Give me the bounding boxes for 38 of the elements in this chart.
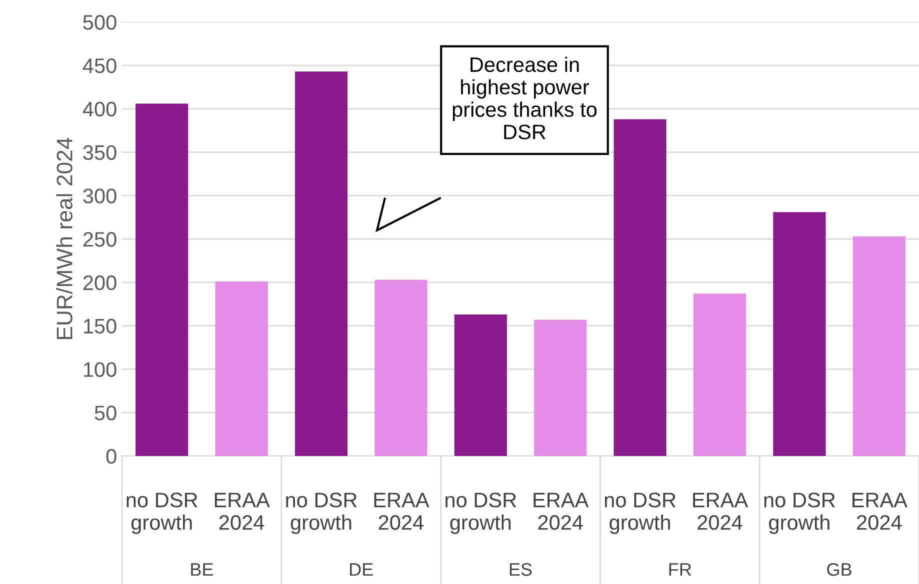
x-tick-label: no DSR growth	[446, 492, 516, 534]
text: BE	[191, 563, 213, 576]
bar	[693, 294, 746, 456]
y-tick-label: 300	[83, 188, 116, 204]
text: DE	[350, 563, 373, 576]
bar	[454, 314, 507, 456]
y-axis-title: EUR/MWh real 2024	[56, 138, 72, 340]
x-tick-label: ERAA 2024	[374, 492, 430, 530]
y-tick-label: 50	[94, 406, 116, 420]
x-tick-label: no DSR growth	[126, 492, 198, 534]
bar	[215, 282, 268, 456]
y-tick-label: 150	[84, 318, 116, 334]
y-tick-label: 450	[82, 58, 116, 74]
x-tick-label: ERAA 2024	[534, 492, 589, 530]
y-tick-label: 200	[83, 275, 116, 290]
y-tick-label: 400	[82, 102, 116, 117]
y-tick-label: 250	[83, 232, 116, 247]
x-tick-label: ERAA 2024	[852, 492, 908, 530]
bar	[534, 320, 587, 456]
bar	[614, 119, 666, 456]
y-tick-label: 100	[84, 362, 116, 377]
x-tick-label: no DSR growth	[604, 492, 676, 534]
annotation: Decrease in highest power prices thanks to DSR	[452, 56, 597, 140]
text: ES	[510, 563, 532, 576]
bar	[294, 71, 348, 456]
y-tick-label: 500	[83, 15, 116, 30]
text: FR	[669, 563, 692, 576]
x-tick-label: ERAA 2024	[693, 492, 748, 530]
x-tick-label: ERAA 2024	[214, 492, 270, 530]
y-tick-label: 350	[83, 145, 116, 160]
x-tick-label: no DSR growth	[286, 492, 357, 534]
x-tick-label: no DSR growth	[764, 492, 835, 534]
bar	[374, 280, 428, 456]
text: GB	[827, 563, 852, 576]
y-tick-label: 0	[106, 449, 116, 464]
bar	[773, 212, 826, 456]
bar	[852, 236, 906, 456]
bar	[136, 104, 188, 456]
